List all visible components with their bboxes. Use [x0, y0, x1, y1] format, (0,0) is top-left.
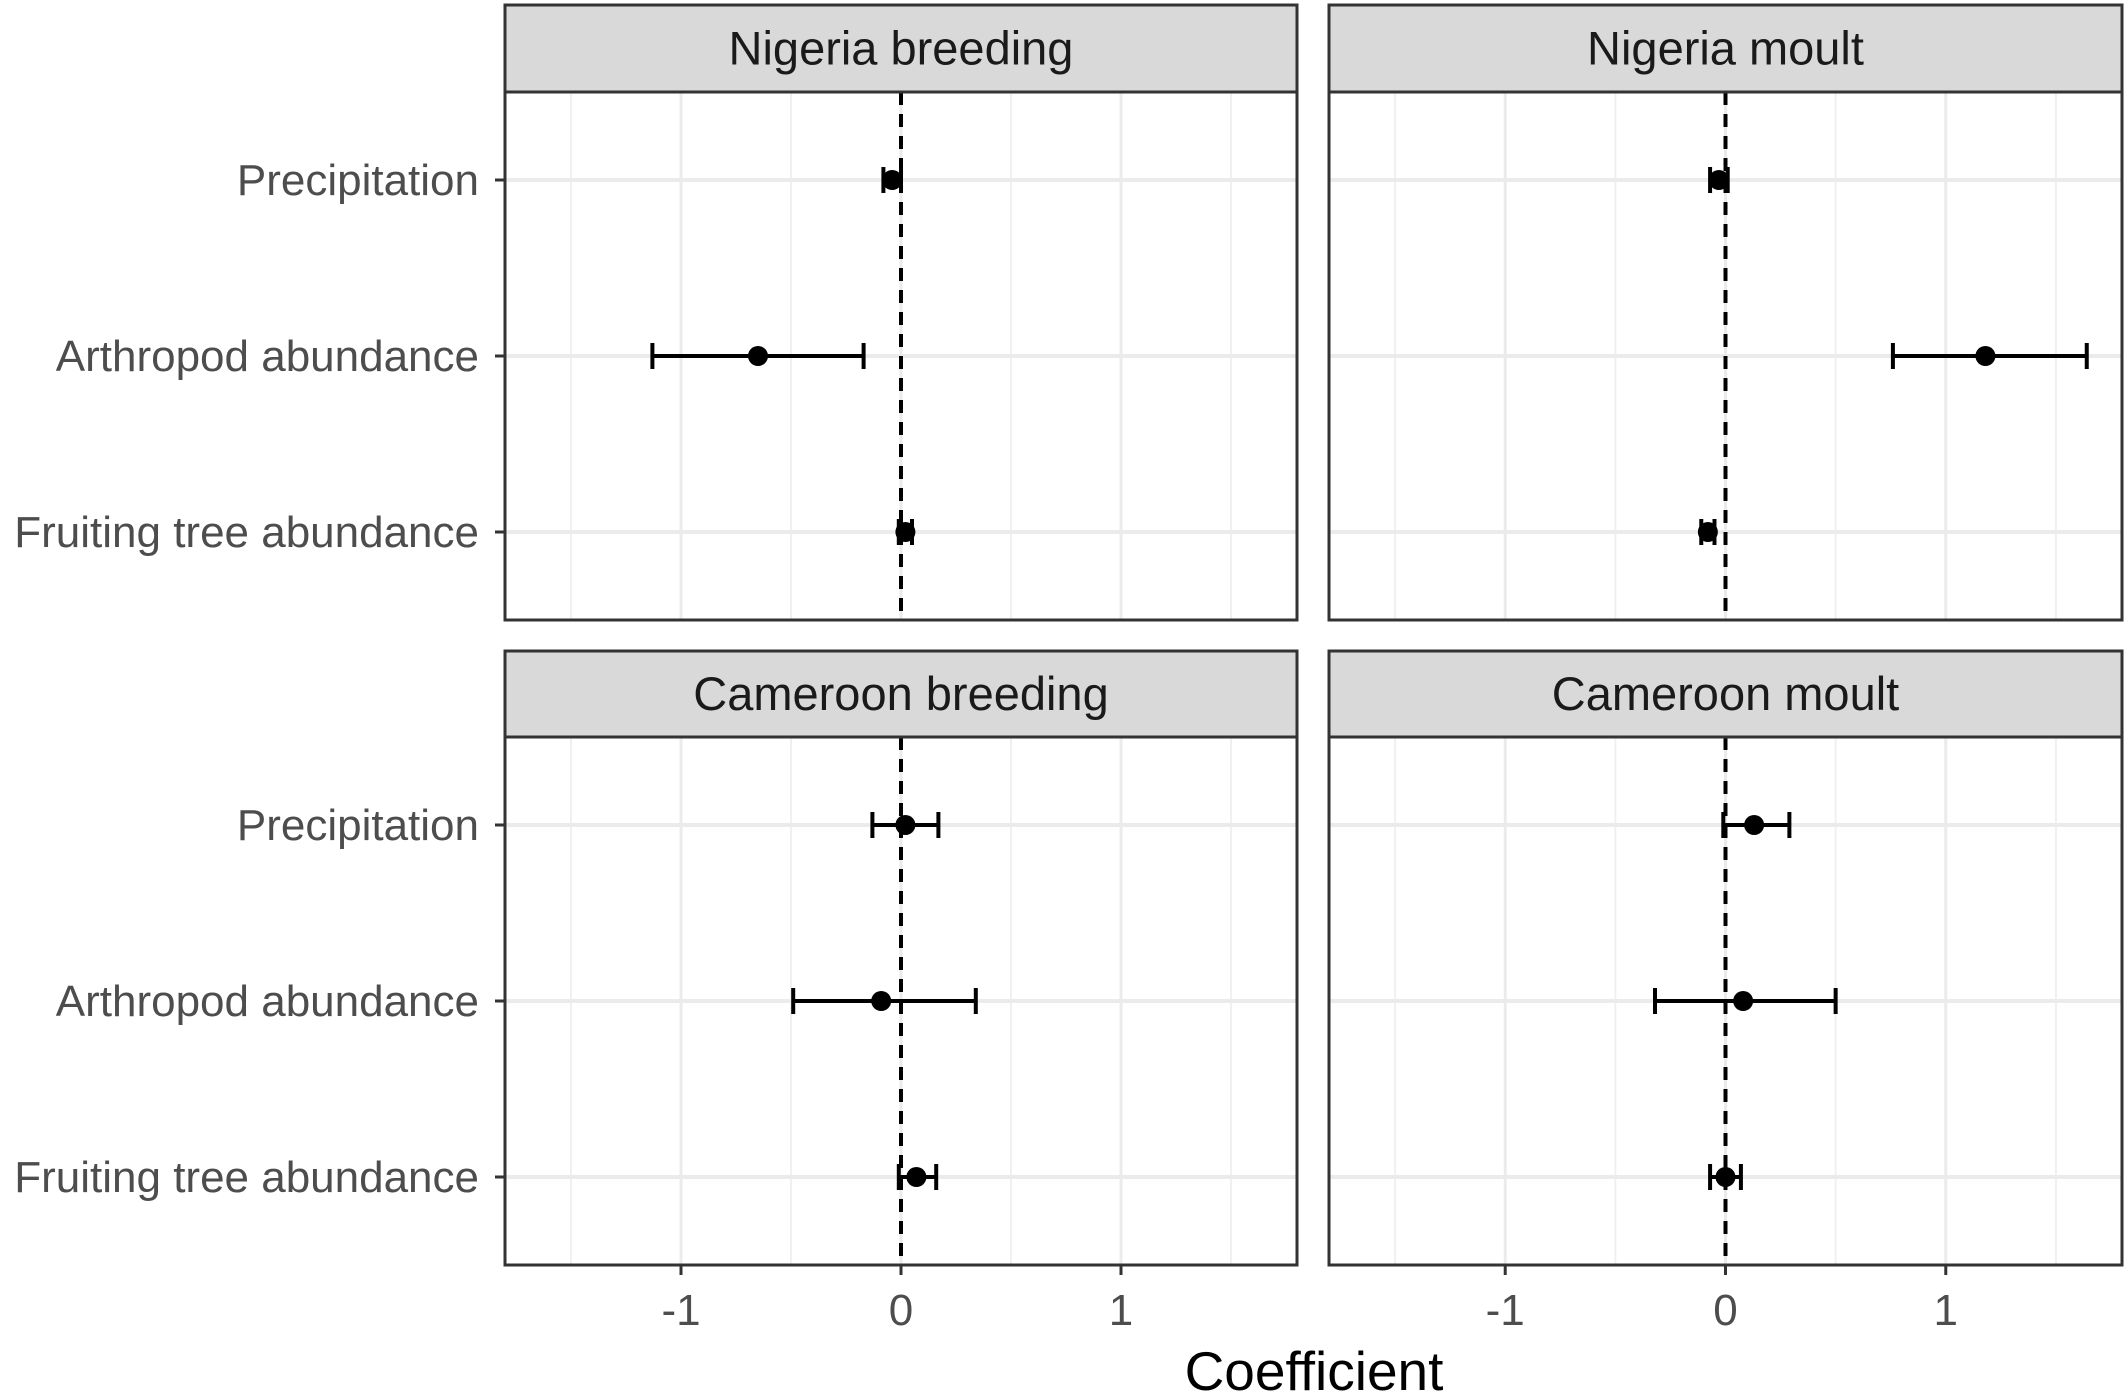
data-point-precipitation [1708, 170, 1729, 190]
data-point-fruiting-tree-abundance [895, 522, 916, 542]
x-axis-title: Coefficient [1185, 1340, 1444, 1396]
y-tick-label: Precipitation [237, 156, 479, 205]
panel-title: Cameroon breeding [693, 667, 1108, 720]
strip-background [503, 649, 1299, 739]
data-point-arthropod-abundance [748, 346, 768, 366]
data-point-precipitation [895, 815, 916, 835]
strip-background [503, 3, 1299, 94]
data-point-fruiting-tree-abundance [1697, 522, 1718, 542]
x-tick-label: -1 [1486, 1286, 1525, 1335]
data-point-arthropod-abundance [1733, 991, 1754, 1011]
strip-background [1327, 649, 2124, 739]
x-axis-labels: -1 0 1 -1 0 1 [661, 1265, 1958, 1335]
x-tick-label: 1 [1109, 1286, 1133, 1335]
data-point-arthropod-abundance [1975, 346, 1996, 366]
y-axis-labels: Precipitation Arthropod abundance Fruiting… [14, 156, 505, 1202]
panel-title: Nigeria breeding [729, 22, 1074, 75]
strip-background [1327, 3, 2124, 94]
y-tick-label: Fruiting tree abundance [14, 1153, 479, 1202]
x-tick-label: 0 [1713, 1286, 1737, 1335]
panels-layer: Nigeria breeding Nigeria moult Cameroon br… [503, 3, 2124, 1267]
y-tick-label: Fruiting tree abundance [14, 508, 479, 557]
data-point-precipitation [1744, 815, 1765, 835]
data-point-precipitation [882, 170, 903, 190]
data-point-arthropod-abundance [871, 991, 892, 1011]
x-tick-label: 0 [889, 1286, 913, 1335]
y-tick-label: Precipitation [237, 801, 479, 850]
data-point-fruiting-tree-abundance [906, 1167, 927, 1187]
y-tick-label: Arthropod abundance [56, 332, 479, 381]
panel-title: Cameroon moult [1552, 667, 1899, 720]
panel-nigeria-moult: Nigeria moult [1327, 3, 2124, 622]
panel-cameroon-moult: Cameroon moult [1327, 649, 2124, 1267]
panel-cameroon-breeding: Cameroon breeding [503, 649, 1299, 1267]
x-tick-label: -1 [661, 1286, 700, 1335]
panel-title: Nigeria moult [1587, 22, 1864, 75]
y-tick-label: Arthropod abundance [56, 977, 479, 1026]
panel-nigeria-breeding: Nigeria breeding [503, 3, 1299, 622]
x-tick-label: 1 [1934, 1286, 1958, 1335]
data-point-fruiting-tree-abundance [1715, 1167, 1736, 1187]
